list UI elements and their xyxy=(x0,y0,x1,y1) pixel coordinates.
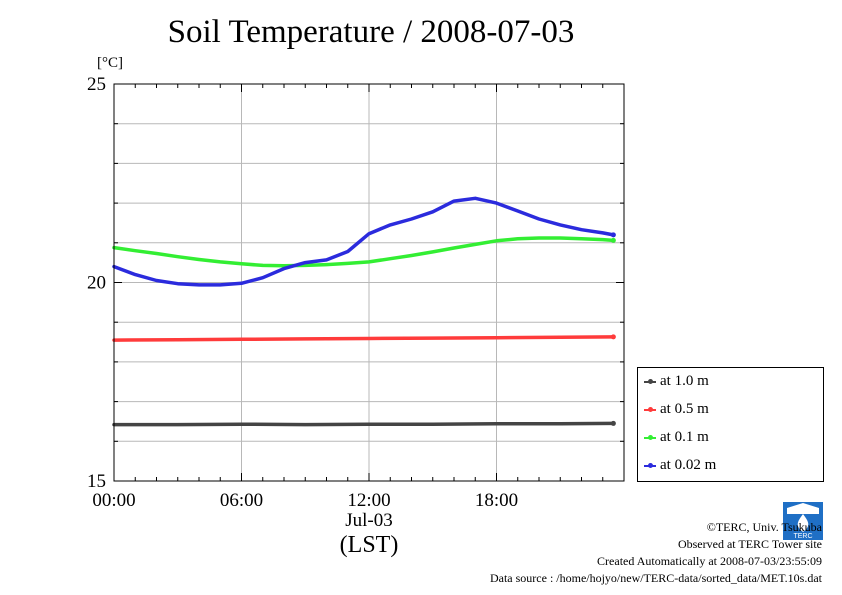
legend-item: at 0.1 m xyxy=(644,429,709,446)
series-line xyxy=(112,236,616,268)
series-line xyxy=(112,196,616,287)
terc-logo: TERC xyxy=(783,502,823,540)
legend-label: at 1.0 m xyxy=(660,373,709,389)
legend-item: at 0.02 m xyxy=(644,457,716,474)
legend-swatch xyxy=(644,378,656,384)
x-date-label: Jul-03 xyxy=(345,510,393,531)
y-tick-label: 20 xyxy=(87,273,106,294)
legend: at 1.0 m at 0.5 m at 0.1 m at 0.02 m xyxy=(637,367,824,482)
series-layer xyxy=(112,196,616,427)
x-axis-label: (LST) xyxy=(340,532,399,558)
legend-label: at 0.02 m xyxy=(660,457,717,473)
data-source-text: Data source : /home/hojyo/new/TERC-data/… xyxy=(489,571,822,585)
logo-text: TERC xyxy=(793,533,812,540)
copyright-text: ©TERC, Univ. Tsukuba xyxy=(706,520,822,534)
legend-label: at 0.1 m xyxy=(660,429,709,445)
legend-item: at 1.0 m xyxy=(644,373,709,390)
grid-lines xyxy=(114,84,624,481)
x-tick-label: 00:00 xyxy=(92,490,135,511)
x-tick-label: 18:00 xyxy=(475,490,518,511)
series-line xyxy=(112,335,616,342)
series-end-point xyxy=(610,237,616,243)
x-tick-label: 12:00 xyxy=(347,490,390,511)
created-text: Created Automatically at 2008-07-03/23:5… xyxy=(597,554,822,568)
legend-swatch xyxy=(644,434,656,440)
y-axis-unit-label: [°C] xyxy=(97,55,123,71)
y-tick-label: 15 xyxy=(87,471,106,492)
series-end-point xyxy=(610,334,616,340)
legend-item: at 0.5 m xyxy=(644,401,709,418)
x-tick-label: 06:00 xyxy=(220,490,263,511)
legend-swatch xyxy=(644,406,656,412)
site-text: Observed at TERC Tower site xyxy=(677,537,822,551)
legend-swatch xyxy=(644,462,656,468)
series-line xyxy=(112,421,616,427)
legend-label: at 0.5 m xyxy=(660,401,709,417)
chart-title: Soil Temperature / 2008-07-03 xyxy=(167,14,575,50)
y-tick-label: 25 xyxy=(87,74,106,95)
series-end-point xyxy=(610,420,616,426)
axis-ticks: 15 20 25 00:00 06:00 12:00 18:00 Jul-03(LST) xyxy=(87,74,624,558)
series-end-point xyxy=(610,232,616,238)
